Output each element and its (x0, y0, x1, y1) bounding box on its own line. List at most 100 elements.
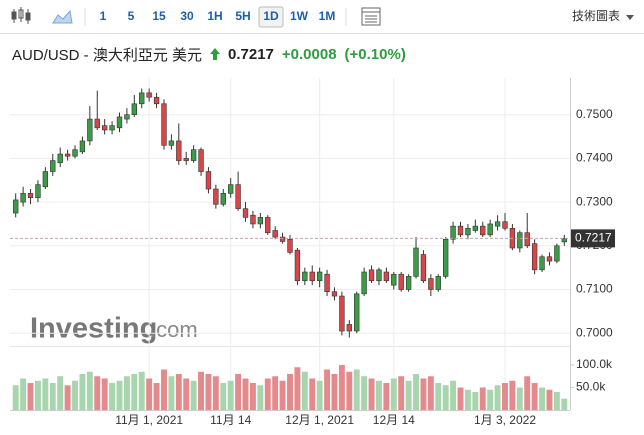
volume-bar (205, 374, 212, 410)
candle-body (413, 247, 419, 277)
candle-body (346, 324, 352, 332)
volume-bar (242, 378, 249, 410)
candle-body (405, 276, 412, 290)
interval-button[interactable]: 30 (180, 9, 194, 23)
interval-button[interactable]: 5 (128, 9, 135, 23)
candle-body (57, 153, 63, 164)
volume-bar (353, 369, 360, 410)
volume-bar (464, 389, 471, 410)
change: +0.0008 (281, 45, 337, 63)
volume-bar (361, 376, 368, 410)
candle-body (487, 223, 493, 236)
tech-chart-button[interactable]: 技術圖表 (572, 9, 620, 23)
volume-bar (494, 385, 501, 410)
candle-body (324, 273, 330, 292)
table-icon[interactable] (361, 7, 381, 26)
volume-bar (212, 376, 219, 410)
candle-icon[interactable] (11, 7, 31, 24)
candle-body (205, 171, 212, 190)
candle-body (176, 140, 182, 161)
volume-bar (420, 378, 427, 410)
volume-bar (309, 378, 316, 410)
candle-body (331, 291, 338, 297)
volume-tick-label: 50.0k (576, 380, 606, 394)
candle-body (79, 140, 86, 153)
volume-bar (57, 376, 64, 410)
interval-button[interactable]: 1M (319, 9, 336, 23)
x-tick-label: 12月 1, 2021 (285, 413, 354, 427)
volume-bar (116, 380, 123, 410)
volume-bar (324, 369, 331, 410)
candle-body (272, 230, 278, 238)
volume-bar (487, 389, 494, 410)
candle-body (294, 249, 301, 282)
candle-body (361, 271, 367, 295)
x-tick-label: 11月 14 (210, 413, 251, 427)
volume-bar (427, 376, 434, 410)
interval-button[interactable]: 1D (263, 9, 279, 23)
candle-body (161, 103, 167, 146)
candle-body (517, 232, 523, 249)
volume-bar (442, 385, 449, 410)
volume-bar (64, 385, 71, 410)
volume-bar (94, 376, 101, 410)
candle-body (443, 238, 449, 277)
volume-bar (131, 374, 138, 410)
price: 0.7217 (228, 45, 274, 63)
interval-button[interactable]: 15 (152, 9, 166, 23)
candle-body (376, 269, 382, 282)
candle-body (450, 225, 456, 240)
volume-bar (413, 374, 419, 410)
volume-bar (198, 371, 205, 410)
volume-bar (539, 387, 546, 410)
area-icon[interactable] (52, 9, 73, 24)
change-pct: (+0.10%) (344, 45, 406, 63)
volume-bar (190, 380, 197, 410)
current-price-box (571, 229, 615, 248)
volume-bar (531, 383, 538, 410)
volume-bar (524, 376, 531, 410)
volume-bar (398, 376, 405, 410)
volume-bar (183, 378, 190, 410)
candle-body (13, 199, 19, 214)
candle-body (428, 278, 434, 290)
candle-body (198, 149, 204, 172)
volume-bar (331, 374, 338, 410)
candle-body (554, 245, 560, 262)
interval-button[interactable]: 5H (235, 9, 250, 23)
y-tick-label: 0.7000 (576, 325, 613, 339)
volume-bar (502, 383, 508, 410)
up-arrow (210, 48, 221, 60)
interval-button[interactable]: 1 (100, 9, 107, 23)
volume-bar (383, 383, 390, 410)
volume-bar (435, 383, 442, 410)
volume-bar (338, 365, 345, 410)
y-tick-label: 0.7400 (576, 151, 613, 165)
candle-body (420, 254, 427, 282)
y-tick-label: 0.7500 (576, 107, 613, 121)
interval-button[interactable]: 1W (290, 9, 309, 23)
interval-button[interactable]: 1H (207, 9, 222, 23)
volume-bar (227, 380, 234, 410)
volume-bar (49, 383, 56, 410)
volume-tick-label: 100.0k (576, 357, 613, 371)
volume-bar (479, 387, 486, 410)
volume-bar (249, 383, 256, 410)
candle-body (87, 118, 93, 142)
candle-body (279, 236, 286, 242)
volume-bar (272, 376, 279, 410)
candle-body (50, 160, 56, 172)
candle-body (168, 140, 175, 146)
candle-body (183, 158, 189, 161)
candle-body (72, 149, 78, 157)
candle-body (339, 295, 345, 332)
watermark-suffix: .com (150, 317, 198, 342)
candle-body (265, 217, 271, 233)
volume-bar (553, 392, 560, 410)
header: AUD/USD - 澳大利亞元 美元 0.7217 +0.0008 (+0.10… (12, 43, 406, 65)
candle-body (124, 114, 130, 120)
volume-bar (72, 380, 78, 410)
volume-bar (294, 367, 301, 410)
volume-bar (516, 387, 523, 410)
candle-body (220, 193, 226, 205)
